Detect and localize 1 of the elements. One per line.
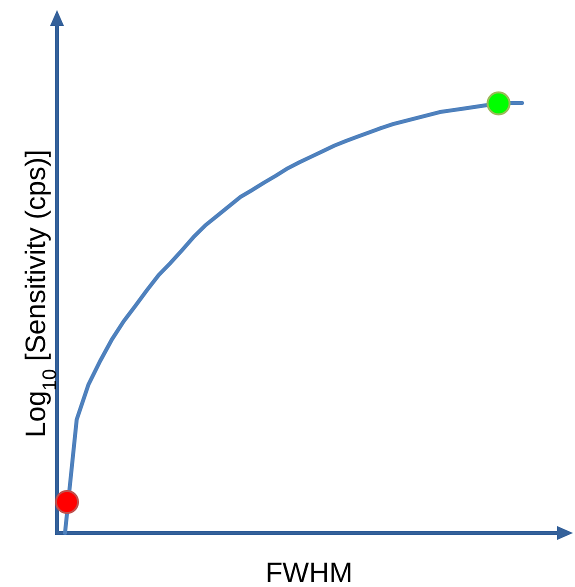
x-axis-title: FWHM — [265, 557, 353, 587]
